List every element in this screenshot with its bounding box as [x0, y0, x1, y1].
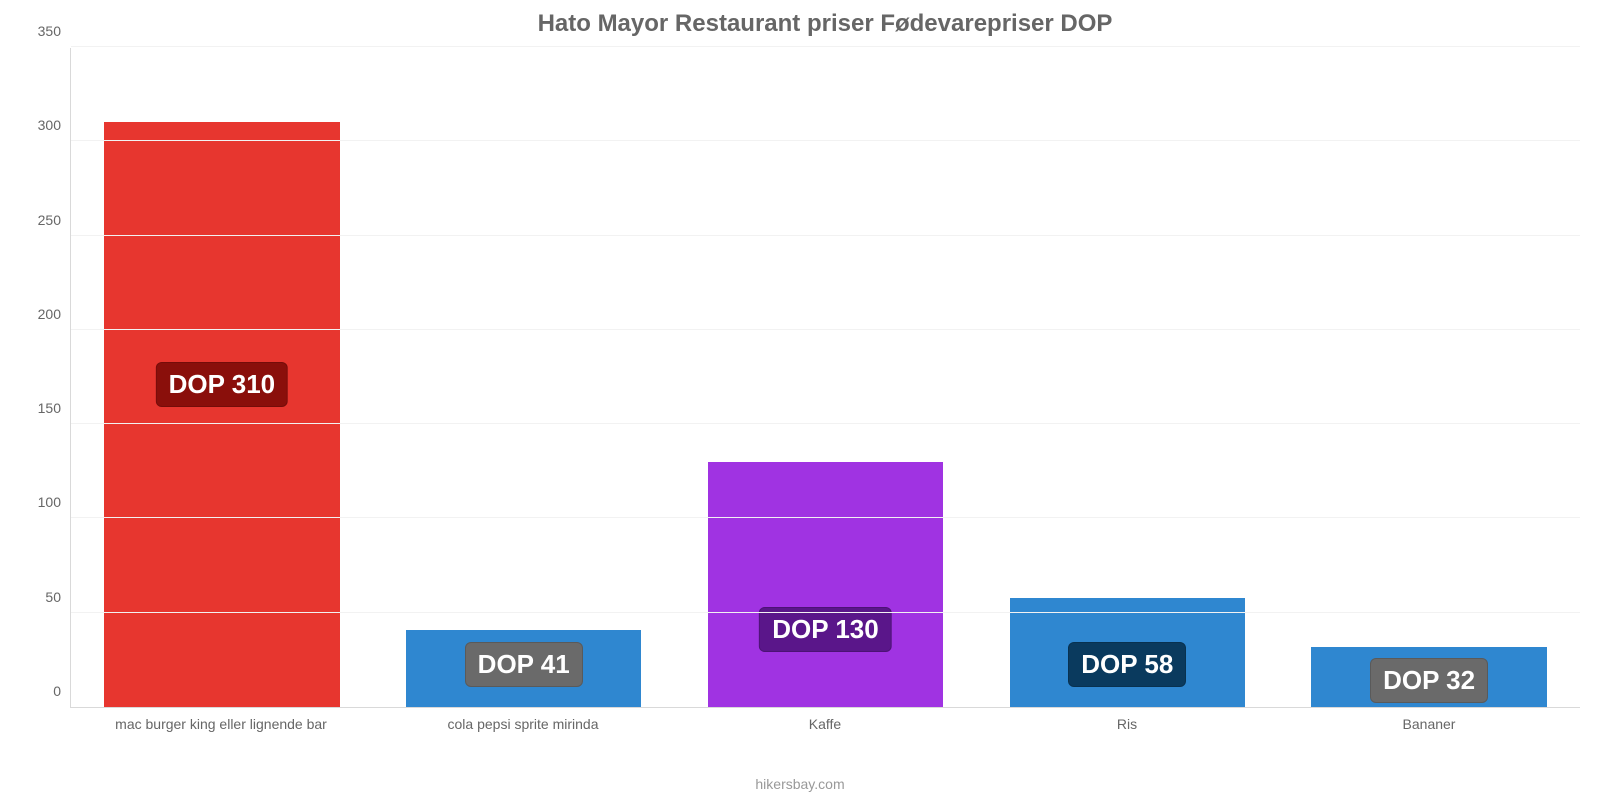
plot-area: DOP 310DOP 41DOP 130DOP 58DOP 32 0501001…	[70, 48, 1580, 708]
chart-footer: hikersbay.com	[0, 776, 1600, 792]
bar-slot: DOP 41	[373, 48, 675, 707]
x-tick-label: Ris	[976, 716, 1278, 732]
gridline	[71, 612, 1580, 613]
value-badge: DOP 41	[465, 642, 583, 687]
bar-slot: DOP 130	[675, 48, 977, 707]
gridline	[71, 423, 1580, 424]
bars-group: DOP 310 DOP 41 DOP 130 DOP 58 DOP 32	[71, 48, 1580, 707]
gridline	[71, 235, 1580, 236]
gridline	[71, 517, 1580, 518]
value-badge: DOP 310	[156, 362, 288, 407]
y-tick-label: 250	[38, 212, 61, 228]
gridline	[71, 140, 1580, 141]
gridline	[71, 329, 1580, 330]
bar-slot: DOP 310	[71, 48, 373, 707]
bar: DOP 41	[406, 630, 641, 707]
bar: DOP 58	[1010, 598, 1245, 707]
gridline	[71, 46, 1580, 47]
value-badge: DOP 32	[1370, 658, 1488, 703]
y-tick-label: 50	[45, 589, 61, 605]
y-tick-label: 0	[53, 683, 61, 699]
bar: DOP 310	[104, 122, 339, 707]
y-tick-label: 350	[38, 23, 61, 39]
chart-container: Hato Mayor Restaurant priser Fødevarepri…	[0, 0, 1600, 800]
chart-title: Hato Mayor Restaurant priser Fødevarepri…	[70, 10, 1580, 38]
y-tick-label: 150	[38, 400, 61, 416]
bar: DOP 32	[1311, 647, 1546, 707]
x-tick-label: Kaffe	[674, 716, 976, 732]
x-axis-labels: mac burger king eller lignende barcola p…	[70, 716, 1580, 732]
y-tick-label: 200	[38, 306, 61, 322]
bar-slot: DOP 32	[1278, 48, 1580, 707]
x-tick-label: mac burger king eller lignende bar	[70, 716, 372, 732]
y-tick-label: 300	[38, 117, 61, 133]
x-tick-label: cola pepsi sprite mirinda	[372, 716, 674, 732]
value-badge: DOP 130	[759, 607, 891, 652]
bar: DOP 130	[708, 462, 943, 707]
x-tick-label: Bananer	[1278, 716, 1580, 732]
y-tick-label: 100	[38, 494, 61, 510]
value-badge: DOP 58	[1068, 642, 1186, 687]
bar-slot: DOP 58	[976, 48, 1278, 707]
